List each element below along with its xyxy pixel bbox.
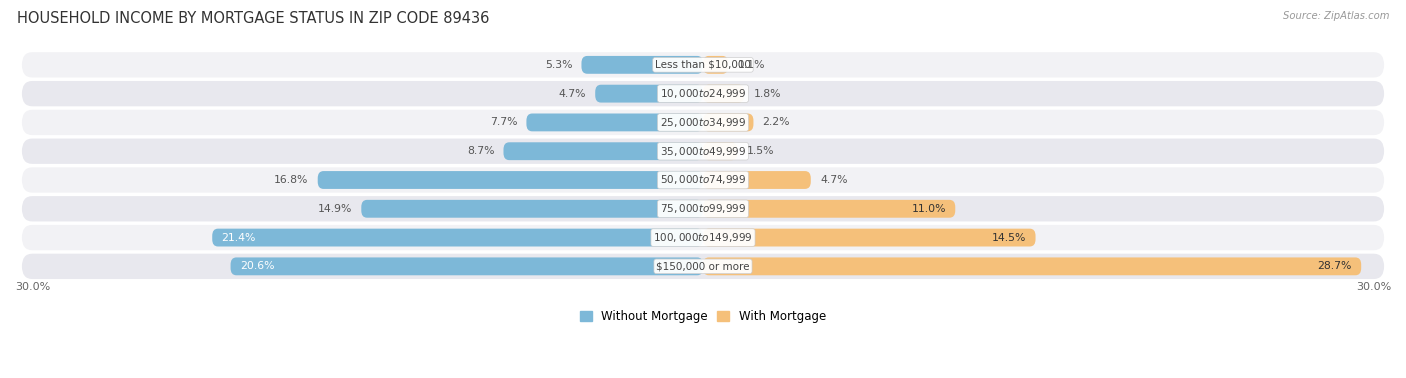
Text: HOUSEHOLD INCOME BY MORTGAGE STATUS IN ZIP CODE 89436: HOUSEHOLD INCOME BY MORTGAGE STATUS IN Z… <box>17 11 489 26</box>
Text: $150,000 or more: $150,000 or more <box>657 261 749 271</box>
FancyBboxPatch shape <box>703 56 728 74</box>
Text: 4.7%: 4.7% <box>820 175 848 185</box>
FancyBboxPatch shape <box>22 81 1384 106</box>
FancyBboxPatch shape <box>595 85 703 102</box>
Text: 28.7%: 28.7% <box>1317 261 1353 271</box>
Text: 21.4%: 21.4% <box>221 232 256 243</box>
FancyBboxPatch shape <box>582 56 703 74</box>
Text: 11.0%: 11.0% <box>911 204 946 214</box>
Text: 5.3%: 5.3% <box>544 60 572 70</box>
Text: 14.9%: 14.9% <box>318 204 352 214</box>
Text: $10,000 to $24,999: $10,000 to $24,999 <box>659 87 747 100</box>
Text: 1.5%: 1.5% <box>747 146 775 156</box>
Text: $100,000 to $149,999: $100,000 to $149,999 <box>654 231 752 244</box>
Text: 8.7%: 8.7% <box>467 146 495 156</box>
FancyBboxPatch shape <box>703 85 744 102</box>
Text: $75,000 to $99,999: $75,000 to $99,999 <box>659 202 747 215</box>
FancyBboxPatch shape <box>212 229 703 246</box>
FancyBboxPatch shape <box>503 142 703 160</box>
Text: 30.0%: 30.0% <box>1355 282 1391 292</box>
FancyBboxPatch shape <box>22 225 1384 250</box>
Text: 4.7%: 4.7% <box>558 88 586 99</box>
FancyBboxPatch shape <box>703 257 1361 275</box>
Text: $35,000 to $49,999: $35,000 to $49,999 <box>659 145 747 158</box>
FancyBboxPatch shape <box>318 171 703 189</box>
FancyBboxPatch shape <box>361 200 703 218</box>
FancyBboxPatch shape <box>22 139 1384 164</box>
Legend: Without Mortgage, With Mortgage: Without Mortgage, With Mortgage <box>575 305 831 328</box>
FancyBboxPatch shape <box>526 113 703 131</box>
Text: 16.8%: 16.8% <box>274 175 308 185</box>
FancyBboxPatch shape <box>22 110 1384 135</box>
Text: 20.6%: 20.6% <box>240 261 274 271</box>
Text: Less than $10,000: Less than $10,000 <box>655 60 751 70</box>
FancyBboxPatch shape <box>231 257 703 275</box>
FancyBboxPatch shape <box>703 229 1036 246</box>
Text: 14.5%: 14.5% <box>993 232 1026 243</box>
FancyBboxPatch shape <box>703 142 737 160</box>
FancyBboxPatch shape <box>703 113 754 131</box>
Text: Source: ZipAtlas.com: Source: ZipAtlas.com <box>1282 11 1389 21</box>
FancyBboxPatch shape <box>22 254 1384 279</box>
Text: 30.0%: 30.0% <box>15 282 51 292</box>
Text: 1.8%: 1.8% <box>754 88 780 99</box>
FancyBboxPatch shape <box>22 196 1384 222</box>
FancyBboxPatch shape <box>22 167 1384 193</box>
FancyBboxPatch shape <box>703 171 811 189</box>
Text: $25,000 to $34,999: $25,000 to $34,999 <box>659 116 747 129</box>
FancyBboxPatch shape <box>22 52 1384 77</box>
Text: $50,000 to $74,999: $50,000 to $74,999 <box>659 174 747 186</box>
Text: 7.7%: 7.7% <box>489 118 517 127</box>
Text: 2.2%: 2.2% <box>762 118 790 127</box>
FancyBboxPatch shape <box>703 200 955 218</box>
Text: 1.1%: 1.1% <box>737 60 765 70</box>
